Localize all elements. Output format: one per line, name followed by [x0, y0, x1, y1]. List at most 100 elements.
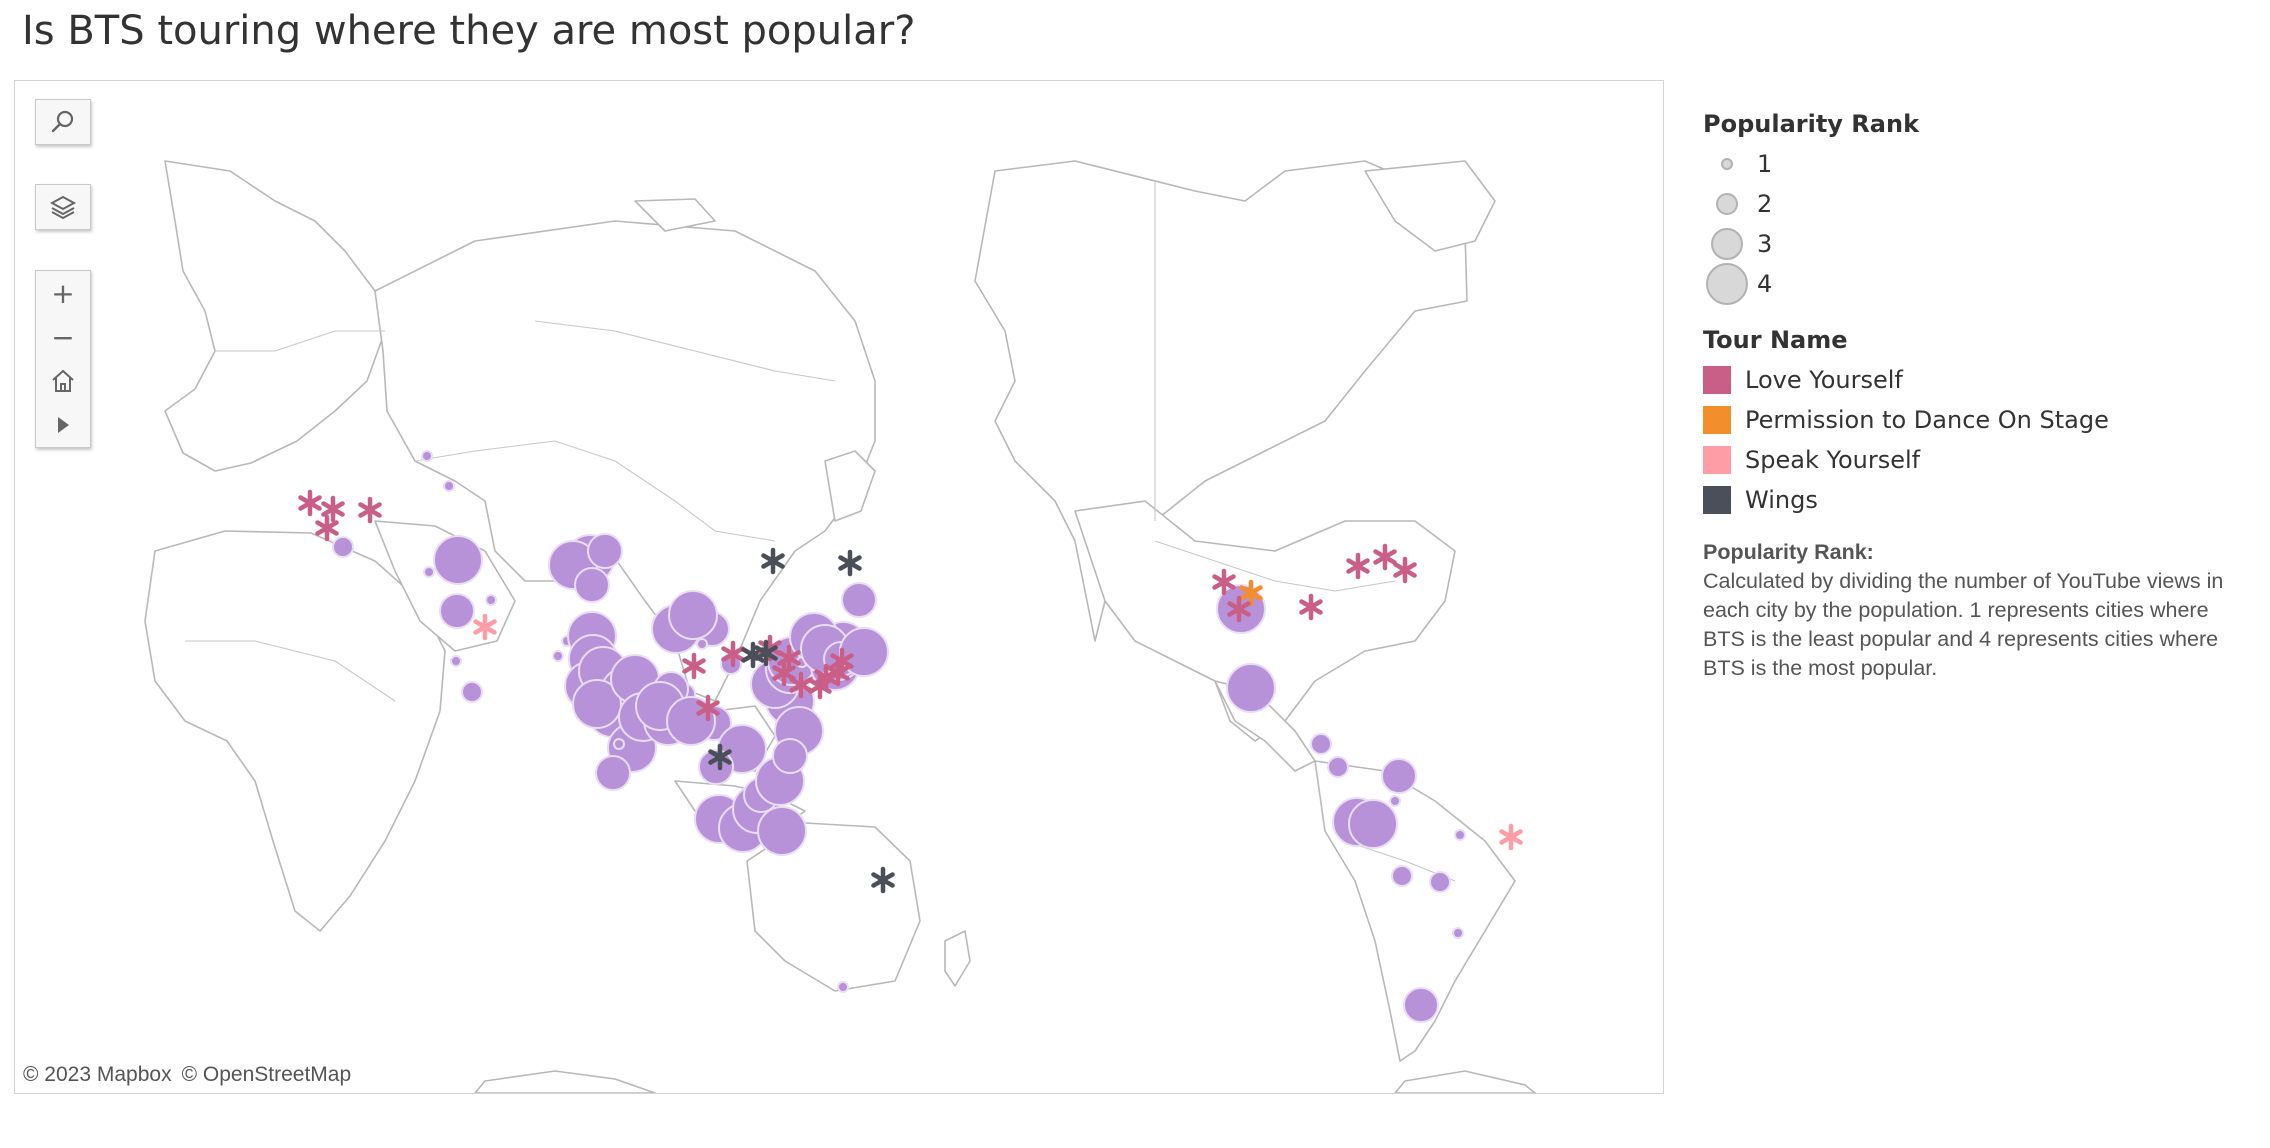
- city-popularity-circle[interactable]: [837, 981, 849, 993]
- city-popularity-circle[interactable]: [757, 806, 807, 856]
- concert-star-marker[interactable]: [838, 549, 862, 577]
- concert-star-marker[interactable]: [1239, 579, 1263, 607]
- land-antarctica-east: [1394, 1070, 1536, 1093]
- tour-label: Permission to Dance On Stage: [1745, 406, 2109, 434]
- city-popularity-circle[interactable]: [772, 738, 808, 774]
- concert-star-marker[interactable]: [1393, 556, 1417, 584]
- city-popularity-circle[interactable]: [613, 738, 625, 750]
- concert-star-marker[interactable]: [708, 743, 732, 771]
- concert-star-marker[interactable]: [814, 663, 838, 691]
- concert-markers[interactable]: [298, 489, 1523, 894]
- size-label: 1: [1757, 150, 1773, 178]
- concert-star-marker[interactable]: [871, 866, 895, 894]
- city-popularity-circle[interactable]: [461, 681, 483, 703]
- zoom-out-button[interactable]: −: [51, 320, 75, 354]
- size-swatch-3: [1711, 228, 1743, 260]
- concert-star-marker[interactable]: [777, 644, 801, 672]
- concert-star-marker[interactable]: [1299, 593, 1323, 621]
- concert-star-marker[interactable]: [1373, 543, 1397, 571]
- city-popularity-circle[interactable]: [1348, 799, 1398, 849]
- page-title: Is BTS touring where they are most popul…: [22, 8, 916, 54]
- size-swatch-2: [1716, 193, 1738, 215]
- city-popularity-circle[interactable]: [1381, 758, 1417, 794]
- concert-star-marker[interactable]: [1346, 552, 1370, 580]
- city-popularity-circle[interactable]: [696, 638, 708, 650]
- concert-star-marker[interactable]: [298, 489, 322, 517]
- city-popularity-circle[interactable]: [450, 655, 462, 667]
- tour-legend-item[interactable]: Permission to Dance On Stage: [1703, 400, 2243, 440]
- city-popularity-circle[interactable]: [668, 590, 718, 640]
- city-popularity-circle[interactable]: [1391, 865, 1413, 887]
- city-popularity-circle[interactable]: [421, 450, 433, 462]
- city-popularity-circle[interactable]: [1389, 795, 1401, 807]
- concert-star-marker[interactable]: [789, 671, 813, 699]
- size-swatch-1: [1721, 158, 1733, 170]
- search-icon[interactable]: [36, 100, 90, 144]
- concert-star-marker[interactable]: [682, 652, 706, 680]
- zoom-in-button[interactable]: +: [51, 276, 75, 310]
- city-popularity-circle[interactable]: [1327, 756, 1349, 778]
- size-legend: 1 2 3 4: [1703, 144, 2243, 305]
- size-legend-item[interactable]: 4: [1703, 263, 2243, 305]
- concert-star-marker[interactable]: [473, 613, 497, 641]
- city-popularity-circle[interactable]: [423, 566, 435, 578]
- openstreetmap-credit[interactable]: © OpenStreetMap: [181, 1063, 352, 1086]
- city-popularity-circle[interactable]: [595, 755, 631, 791]
- size-label: 4: [1757, 270, 1773, 298]
- city-popularity-circle[interactable]: [485, 594, 497, 606]
- tour-legend-item[interactable]: Wings: [1703, 480, 2243, 520]
- land-new-zealand: [944, 930, 971, 987]
- layers-control[interactable]: [35, 184, 91, 230]
- land-africa: [144, 530, 446, 932]
- concert-star-marker[interactable]: [358, 496, 382, 524]
- tour-legend-item[interactable]: Love Yourself: [1703, 360, 2243, 400]
- home-icon[interactable]: [36, 359, 90, 403]
- concert-star-marker[interactable]: [1227, 595, 1251, 623]
- city-popularity-circle[interactable]: [574, 567, 610, 603]
- city-popularity-circle[interactable]: [1310, 733, 1332, 755]
- color-legend: Love Yourself Permission to Dance On Sta…: [1703, 360, 2243, 520]
- tour-color-swatch: [1703, 446, 1731, 474]
- tour-legend-item[interactable]: Speak Yourself: [1703, 440, 2243, 480]
- city-popularity-circle[interactable]: [1403, 987, 1439, 1023]
- concert-star-marker[interactable]: [830, 647, 854, 675]
- concert-star-marker[interactable]: [1499, 823, 1523, 851]
- city-popularity-circle[interactable]: [1452, 927, 1464, 939]
- layers-icon[interactable]: [36, 185, 90, 229]
- size-legend-item[interactable]: 1: [1703, 144, 2243, 184]
- note-body: Calculated by dividing the number of You…: [1703, 569, 2224, 680]
- city-popularity-circle[interactable]: [587, 533, 623, 569]
- color-legend-title: Tour Name: [1703, 326, 1848, 354]
- concert-star-marker[interactable]: [1212, 568, 1236, 596]
- city-popularity-circle[interactable]: [552, 650, 564, 662]
- city-popularity-circle[interactable]: [443, 480, 455, 492]
- play-icon[interactable]: [36, 403, 90, 447]
- city-popularity-circle[interactable]: [1429, 871, 1451, 893]
- concert-star-marker[interactable]: [754, 639, 778, 667]
- tour-label: Wings: [1745, 486, 1818, 514]
- city-popularity-circle[interactable]: [433, 535, 483, 585]
- land-australia: [746, 822, 921, 992]
- tour-color-swatch: [1703, 406, 1731, 434]
- city-popularity-circle[interactable]: [439, 593, 475, 629]
- mapbox-credit[interactable]: © 2023 Mapbox: [23, 1063, 172, 1086]
- concert-star-marker[interactable]: [721, 640, 745, 668]
- concert-star-marker[interactable]: [696, 694, 720, 722]
- size-legend-item[interactable]: 2: [1703, 184, 2243, 224]
- city-popularity-circle[interactable]: [1226, 663, 1276, 713]
- concert-star-marker[interactable]: [321, 495, 345, 523]
- map-view[interactable]: + − © 2023 Mapbox © OpenStreetMap: [14, 80, 1664, 1094]
- land-europe: [164, 160, 386, 472]
- city-popularity-circle[interactable]: [841, 582, 877, 618]
- size-label: 3: [1757, 230, 1773, 258]
- city-popularity-circle[interactable]: [1454, 829, 1466, 841]
- search-control[interactable]: [35, 99, 91, 145]
- world-map[interactable]: [15, 81, 1663, 1093]
- land-greenland: [1364, 160, 1496, 252]
- city-popularity-circle[interactable]: [572, 679, 622, 729]
- city-popularity-circle[interactable]: [332, 536, 354, 558]
- legend-panel: Popularity Rank 1 2 3 4 Tour Name Love Y…: [1703, 110, 2243, 683]
- concert-star-marker[interactable]: [761, 547, 785, 575]
- size-legend-item[interactable]: 3: [1703, 224, 2243, 264]
- concert-star-marker[interactable]: [315, 514, 339, 542]
